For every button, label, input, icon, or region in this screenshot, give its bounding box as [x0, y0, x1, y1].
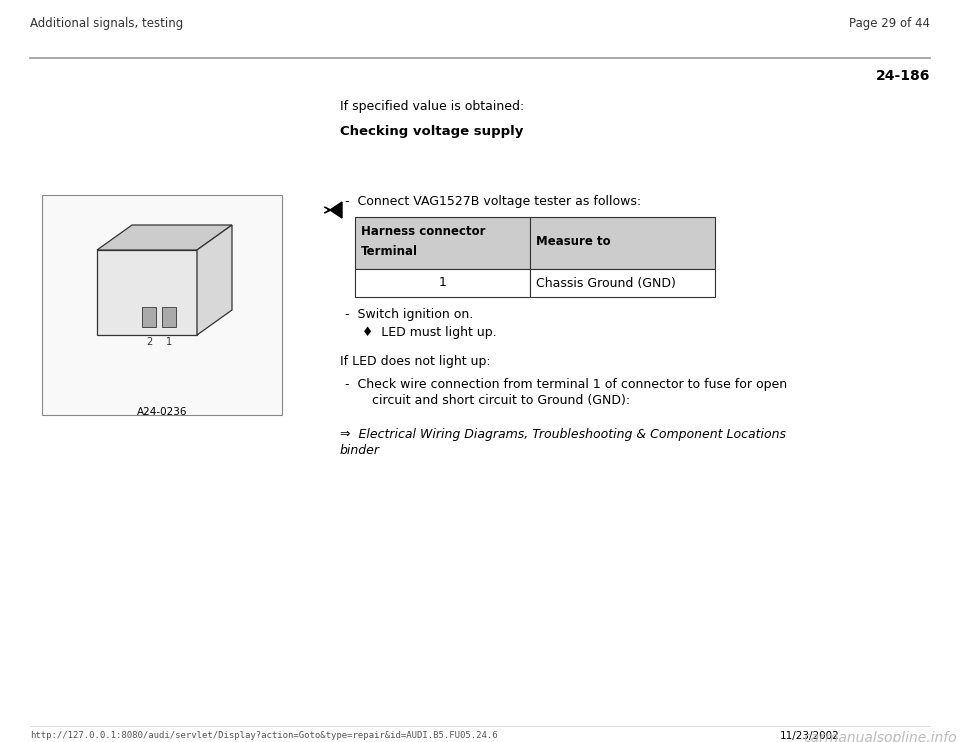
Text: Additional signals, testing: Additional signals, testing: [30, 17, 183, 30]
Text: If specified value is obtained:: If specified value is obtained:: [340, 100, 524, 113]
Text: http://127.0.0.1:8080/audi/servlet/Display?action=Goto&type=repair&id=AUDI.B5.FU: http://127.0.0.1:8080/audi/servlet/Displ…: [30, 731, 497, 740]
Text: ♦  LED must light up.: ♦ LED must light up.: [362, 326, 496, 339]
Text: -  Connect VAG1527B voltage tester as follows:: - Connect VAG1527B voltage tester as fol…: [345, 195, 641, 208]
Text: -  Switch ignition on.: - Switch ignition on.: [345, 308, 473, 321]
Bar: [42, 195, 282, 415]
Text: Harness connector: Harness connector: [361, 225, 486, 238]
Text: 2: 2: [146, 337, 152, 347]
Text: If LED does not light up:: If LED does not light up:: [340, 355, 491, 368]
Text: 24-186: 24-186: [876, 69, 930, 83]
Text: Checking voltage supply: Checking voltage supply: [340, 125, 523, 138]
Text: 1: 1: [439, 277, 446, 289]
Text: -  Check wire connection from terminal 1 of connector to fuse for open: - Check wire connection from terminal 1 …: [345, 378, 787, 391]
Text: circuit and short circuit to Ground (GND):: circuit and short circuit to Ground (GND…: [360, 394, 630, 407]
Text: carmanualsopline.info: carmanualsopline.info: [804, 731, 957, 742]
Text: Terminal: Terminal: [361, 245, 418, 258]
Bar: [355, 269, 530, 297]
Text: A24-0236: A24-0236: [136, 407, 187, 417]
Bar: [142, 307, 156, 327]
Bar: [162, 307, 176, 327]
Text: ⇒  Electrical Wiring Diagrams, Troubleshooting & Component Locations: ⇒ Electrical Wiring Diagrams, Troublesho…: [340, 428, 786, 441]
Text: 11/23/2002: 11/23/2002: [780, 731, 840, 741]
Bar: [97, 250, 197, 335]
Bar: [530, 269, 715, 297]
Text: Page 29 of 44: Page 29 of 44: [849, 17, 930, 30]
Text: 1: 1: [166, 337, 172, 347]
Bar: [355, 217, 530, 269]
Text: Chassis Ground (GND): Chassis Ground (GND): [536, 277, 676, 289]
Text: Measure to: Measure to: [536, 235, 611, 248]
Bar: [530, 217, 715, 269]
Polygon shape: [330, 202, 342, 218]
Polygon shape: [97, 225, 232, 250]
Text: binder: binder: [340, 444, 380, 457]
Polygon shape: [197, 225, 232, 335]
